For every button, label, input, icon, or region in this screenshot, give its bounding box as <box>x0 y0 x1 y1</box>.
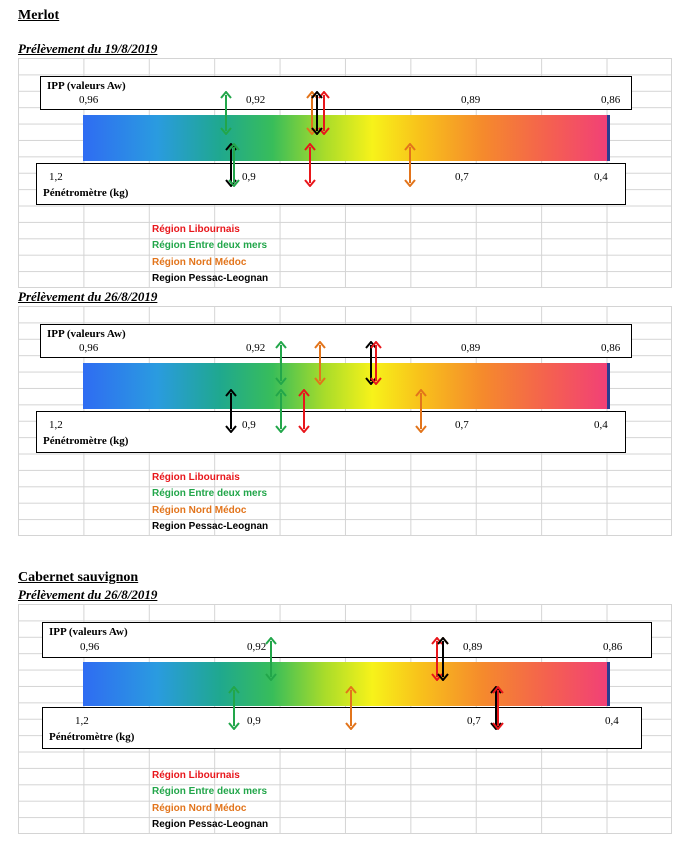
legend-pessac-leognan: Region Pessac-Leognan <box>152 819 269 830</box>
penetrometer-arrow-region-nord-medoc <box>415 388 427 438</box>
ipp-label: IPP (valeurs Aw) <box>47 328 126 340</box>
cabernet-title: Cabernet sauvignon <box>18 570 139 585</box>
penetrometer-arrow-region-entre-deux-mers <box>228 685 240 735</box>
penetrometer-arrow-region-libournais <box>298 388 310 438</box>
ipp-arrow-region-entre-deux-mers <box>220 90 233 140</box>
pen-label: Pénétromètre (kg) <box>43 187 129 199</box>
pen-tick: 1,2 <box>49 419 63 431</box>
legend-entre-deux-mers: Région Entre deux mers <box>152 488 268 499</box>
ipp-tick: 0,92 <box>246 342 266 354</box>
ipp-tick: 0,86 <box>601 342 621 354</box>
ipp-tick: 0,96 <box>80 641 100 653</box>
ipp-tick: 0,86 <box>603 641 623 653</box>
pen-tick: 0,9 <box>242 419 256 431</box>
panel-1: IPP (valeurs Aw) 0,96 0,92 0,89 0,86 1,2… <box>18 58 672 288</box>
legend-libournais: Région Libournais <box>152 472 240 483</box>
gradient-bar-end <box>607 662 610 706</box>
ipp-arrow-region-nord-medoc <box>314 340 326 390</box>
legend-entre-deux-mers: Région Entre deux mers <box>152 240 268 251</box>
panel-3-subtitle: Prélèvement du 26/8/2019 <box>18 587 158 602</box>
ipp-box: IPP (valeurs Aw) 0,96 0,92 0,89 0,86 <box>42 622 652 658</box>
penetrometer-arrow-region-entre-deux-mers <box>228 142 240 192</box>
legend-nord-medoc: Région Nord Médoc <box>152 505 247 516</box>
pen-tick: 0,4 <box>594 171 608 183</box>
pen-tick: 0,7 <box>467 715 481 727</box>
pen-tick: 0,4 <box>594 419 608 431</box>
penetrometer-box: 1,2 0,9 0,7 0,4 Pénétromètre (kg) <box>42 707 642 749</box>
pen-tick: 0,9 <box>247 715 261 727</box>
panel-2-subtitle: Prélèvement du 26/8/2019 <box>18 289 158 304</box>
ipp-tick: 0,89 <box>461 342 481 354</box>
ipp-tick: 0,92 <box>246 94 266 106</box>
pen-label: Pénétromètre (kg) <box>43 435 129 447</box>
gradient-bar-end <box>607 363 610 409</box>
pen-tick: 0,7 <box>455 171 469 183</box>
panel-2: IPP (valeurs Aw) 0,96 0,92 0,89 0,86 1,2… <box>18 306 672 536</box>
ipp-label: IPP (valeurs Aw) <box>47 80 126 92</box>
panel-3: IPP (valeurs Aw) 0,96 0,92 0,89 0,86 1,2… <box>18 604 672 834</box>
legend-libournais: Région Libournais <box>152 770 240 781</box>
ipp-label: IPP (valeurs Aw) <box>49 626 128 638</box>
ipp-box: IPP (valeurs Aw) 0,96 0,92 0,89 0,86 <box>40 76 632 110</box>
pen-tick: 1,2 <box>75 715 89 727</box>
legend-nord-medoc: Région Nord Médoc <box>152 257 247 268</box>
ipp-arrow-region-entre-deux-mers <box>265 636 278 686</box>
ipp-tick: 0,89 <box>463 641 483 653</box>
penetrometer-box: 1,2 0,9 0,7 0,4 Pénétromètre (kg) <box>36 163 626 205</box>
ipp-arrow-region-pessac-leognan <box>311 90 324 140</box>
ipp-arrow-region-libournais <box>370 340 382 390</box>
gradient-scale-bar <box>83 662 609 706</box>
gradient-scale-bar <box>83 115 609 161</box>
legend-pessac-leognan: Region Pessac-Leognan <box>152 273 269 284</box>
pen-tick: 0,4 <box>605 715 619 727</box>
ipp-tick: 0,96 <box>79 94 99 106</box>
penetrometer-arrow-region-pessac-leognan <box>490 685 502 735</box>
penetrometer-arrow-region-entre-deux-mers <box>275 388 287 438</box>
panel-1-subtitle: Prélèvement du 19/8/2019 <box>18 41 158 56</box>
gradient-bar-end <box>607 115 610 161</box>
legend-entre-deux-mers: Région Entre deux mers <box>152 786 268 797</box>
legend-pessac-leognan: Region Pessac-Leognan <box>152 521 269 532</box>
pen-tick: 0,7 <box>455 419 469 431</box>
penetrometer-arrow-region-pessac-leognan <box>225 388 238 438</box>
penetrometer-arrow-region-nord-medoc <box>345 685 357 735</box>
ipp-tick: 0,96 <box>79 342 99 354</box>
ipp-arrow-region-entre-deux-mers <box>275 340 287 390</box>
ipp-tick: 0,86 <box>601 94 621 106</box>
merlot-title: Merlot <box>18 8 60 23</box>
ipp-tick: 0,92 <box>247 641 267 653</box>
penetrometer-arrow-region-libournais <box>304 142 316 192</box>
ipp-tick: 0,89 <box>461 94 481 106</box>
ipp-arrow-region-pessac-leognan <box>437 636 449 686</box>
legend-nord-medoc: Région Nord Médoc <box>152 803 247 814</box>
gradient-scale-bar <box>83 363 609 409</box>
pen-tick: 0,9 <box>242 171 256 183</box>
penetrometer-arrow-region-libournais <box>492 685 505 735</box>
pen-tick: 1,2 <box>49 171 63 183</box>
penetrometer-arrow-region-nord-medoc <box>403 142 416 192</box>
penetrometer-box: 1,2 0,9 0,7 0,4 Pénétromètre (kg) <box>36 411 626 453</box>
legend-libournais: Région Libournais <box>152 224 240 235</box>
pen-label: Pénétromètre (kg) <box>49 731 135 743</box>
ipp-box: IPP (valeurs Aw) 0,96 0,92 0,89 0,86 <box>40 324 632 358</box>
